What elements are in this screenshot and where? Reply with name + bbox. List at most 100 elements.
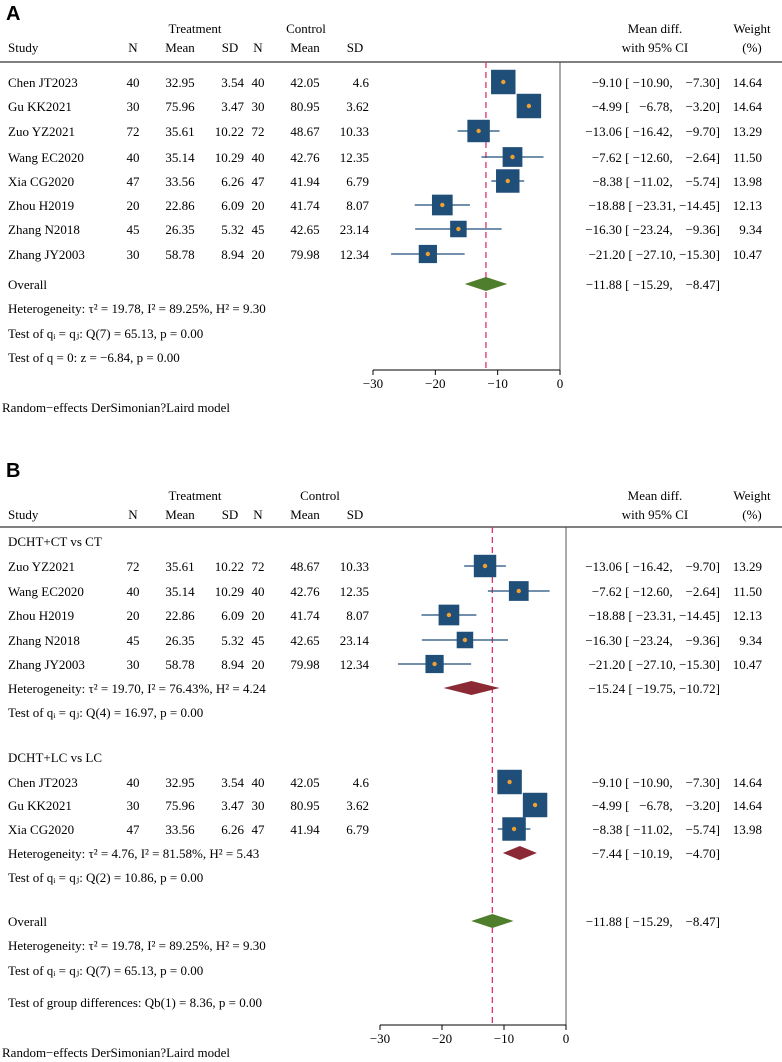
panel-A: A Treatment Control Study N Mean SD N Mean SD Mean… — [0, 3, 782, 415]
overall-het: Heterogeneity: τ² = 19.78, I² = 89.25%, … — [8, 301, 266, 316]
control-sd: 10.33 — [340, 124, 369, 139]
overall-q-test: Test of qᵢ = qⱼ: Q(7) = 65.13, p = 0.00 — [8, 963, 203, 978]
treatment-sd: 3.47 — [221, 798, 244, 813]
weight: 13.29 — [733, 124, 762, 139]
effect-point — [516, 588, 521, 594]
treatment-mean: 58.78 — [165, 657, 194, 672]
treatment-sd: 10.29 — [215, 584, 244, 599]
header-control: Control — [286, 21, 326, 36]
study-name: Zhou H2019 — [8, 608, 74, 623]
ci-text: −8.38 [ −11.02, −5.74] — [592, 174, 720, 189]
treatment-mean: 26.35 — [165, 633, 194, 648]
treatment-sd: 3.54 — [221, 75, 244, 90]
treatment-n: 40 — [127, 75, 140, 90]
treatment-n: 72 — [127, 559, 140, 574]
overall-label: Overall — [8, 277, 47, 292]
treatment-n: 30 — [127, 657, 140, 672]
treatment-n: 30 — [127, 247, 140, 262]
control-n: 40 — [252, 150, 265, 165]
control-n: 20 — [252, 198, 265, 213]
treatment-sd: 6.26 — [221, 822, 244, 837]
model-footnote: Random−effects DerSimonian?Laird model — [2, 1045, 230, 1060]
ci-text: −4.99 [ −6.78, −3.20] — [592, 99, 720, 114]
control-mean: 42.05 — [290, 75, 319, 90]
effect-point — [425, 251, 431, 257]
control-mean: 48.67 — [290, 559, 320, 574]
header-control-n: N — [253, 507, 263, 522]
control-sd: 4.6 — [353, 75, 370, 90]
ci-text: −8.38 [ −11.02, −5.74] — [592, 822, 720, 837]
header-treatment-mean: Mean — [165, 507, 195, 522]
treatment-mean: 26.35 — [165, 222, 194, 237]
weight: 13.29 — [733, 559, 762, 574]
header-treatment: Treatment — [169, 488, 222, 503]
study-name: Zhang JY2003 — [8, 657, 85, 672]
panel-letter: B — [6, 460, 20, 482]
control-sd: 8.07 — [346, 198, 369, 213]
treatment-mean: 33.56 — [165, 174, 195, 189]
subgroup-q-test: Test of qᵢ = qⱼ: Q(4) = 16.97, p = 0.00 — [8, 705, 203, 720]
subgroup-ci-text: −15.24 [ −19.75, −10.72] — [589, 681, 720, 696]
control-n: 20 — [252, 608, 265, 623]
effect-point — [440, 202, 445, 208]
effect-point — [510, 154, 515, 160]
study-name: Chen JT2023 — [8, 775, 78, 790]
weight: 14.64 — [733, 798, 763, 813]
treatment-n: 30 — [127, 798, 140, 813]
control-mean: 79.98 — [290, 247, 319, 262]
treatment-sd: 6.26 — [221, 174, 244, 189]
ci-text: −13.06 [ −16.42, −9.70] — [585, 124, 720, 139]
control-sd: 10.33 — [340, 559, 369, 574]
ci-text: −16.30 [ −23.24, −9.36] — [585, 633, 720, 648]
overall-diamond — [471, 914, 514, 928]
weight: 10.47 — [733, 247, 763, 262]
control-n: 45 — [252, 633, 265, 648]
header-ci: with 95% CI — [622, 40, 688, 55]
header-weight-unit: (%) — [742, 507, 762, 522]
header-control-sd: SD — [347, 507, 364, 522]
effect-point — [501, 79, 506, 85]
control-sd: 12.35 — [340, 584, 369, 599]
control-sd: 4.6 — [353, 775, 370, 790]
study-name: Chen JT2023 — [8, 75, 78, 90]
ci-text: −7.62 [ −12.60, −2.64] — [592, 150, 720, 165]
x-tick-label: −30 — [363, 376, 383, 391]
ci-text: −18.88 [ −23.31, −14.45] — [589, 608, 720, 623]
control-n: 40 — [252, 75, 265, 90]
treatment-n: 40 — [127, 584, 140, 599]
control-n: 40 — [252, 584, 265, 599]
subgroup-diamond — [443, 681, 500, 695]
model-footnote: Random−effects DerSimonian?Laird model — [2, 400, 230, 415]
weight: 12.13 — [733, 198, 762, 213]
treatment-mean: 32.95 — [165, 775, 194, 790]
subgroup-q-test: Test of qᵢ = qⱼ: Q(2) = 10.86, p = 0.00 — [8, 870, 203, 885]
header-treatment-n: N — [128, 40, 138, 55]
control-sd: 12.34 — [340, 657, 370, 672]
header-control-sd: SD — [347, 40, 364, 55]
header-treatment-mean: Mean — [165, 40, 195, 55]
control-mean: 80.95 — [290, 798, 319, 813]
header-weight-unit: (%) — [742, 40, 762, 55]
x-tick-label: 0 — [563, 1031, 570, 1046]
treatment-sd: 10.22 — [215, 124, 244, 139]
treatment-mean: 35.61 — [165, 124, 194, 139]
treatment-n: 40 — [127, 775, 140, 790]
treatment-mean: 58.78 — [165, 247, 194, 262]
weight: 11.50 — [733, 150, 762, 165]
header-treatment-sd: SD — [222, 40, 239, 55]
subgroup-diamond — [502, 846, 537, 860]
control-mean: 79.98 — [290, 657, 319, 672]
control-sd: 12.35 — [340, 150, 369, 165]
weight: 14.64 — [733, 775, 763, 790]
overall-diamond — [464, 277, 508, 291]
treatment-n: 30 — [127, 99, 140, 114]
control-n: 45 — [252, 222, 265, 237]
ci-text: −21.20 [ −27.10, −15.30] — [589, 247, 720, 262]
treatment-sd: 6.09 — [221, 608, 244, 623]
overall-ci-text: −11.88 [ −15.29, −8.47] — [586, 914, 720, 929]
ci-text: −7.62 [ −12.60, −2.64] — [592, 584, 720, 599]
subgroup-heterogeneity: Heterogeneity: τ² = 19.70, I² = 76.43%, … — [8, 681, 266, 696]
study-name: Xia CG2020 — [8, 174, 74, 189]
study-name: Zhang N2018 — [8, 222, 80, 237]
